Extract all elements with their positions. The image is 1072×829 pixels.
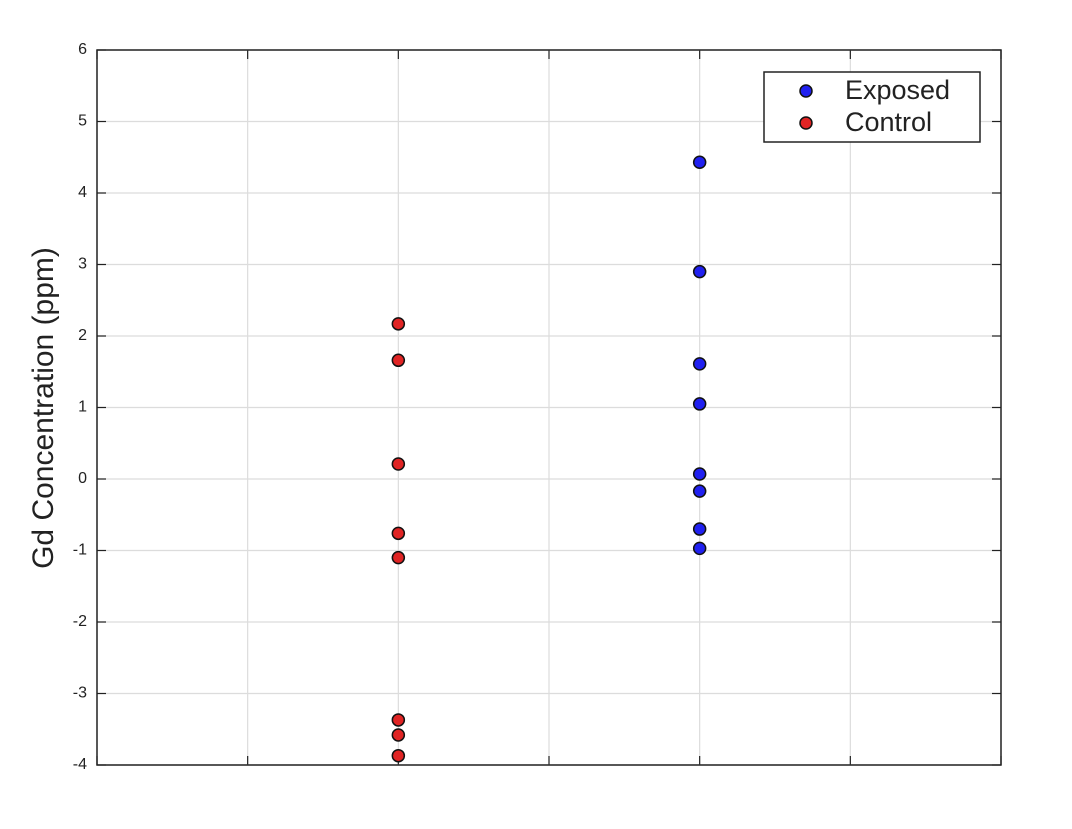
legend-marker: [799, 116, 813, 130]
data-point: [692, 397, 707, 411]
y-tick-label: -4: [73, 756, 87, 773]
data-point: [391, 748, 406, 763]
y-tick-label: -2: [73, 613, 87, 630]
data-point: [692, 357, 707, 371]
data-point: [391, 353, 406, 368]
data-point: [391, 728, 406, 742]
y-tick-label: -3: [73, 685, 87, 702]
data-point: [692, 467, 707, 481]
data-point: [692, 484, 707, 498]
data-point: [692, 264, 707, 279]
y-tick-label: 1: [78, 399, 87, 416]
legend-label: Exposed: [845, 75, 950, 105]
y-tick-label: 5: [78, 113, 87, 130]
data-point: [391, 550, 406, 565]
y-tick-label: 0: [78, 470, 87, 487]
y-tick-label: 2: [78, 327, 87, 344]
data-point: [391, 526, 406, 541]
y-tick-label: 3: [78, 256, 87, 273]
data-point: [391, 713, 406, 727]
y-tick-label: 6: [78, 41, 87, 58]
data-point: [692, 155, 707, 170]
data-point: [391, 317, 406, 331]
legend-marker: [799, 84, 813, 98]
legend-box: [763, 71, 981, 143]
axes-box: [96, 49, 1002, 766]
data-point: [692, 541, 707, 556]
y-tick-label: -1: [73, 542, 87, 559]
legend-label: Control: [845, 107, 932, 137]
y-axis-label: Gd Concentration (ppm): [27, 247, 60, 569]
data-point: [692, 522, 707, 536]
data-point: [391, 457, 406, 471]
y-tick-label: 4: [78, 184, 87, 201]
